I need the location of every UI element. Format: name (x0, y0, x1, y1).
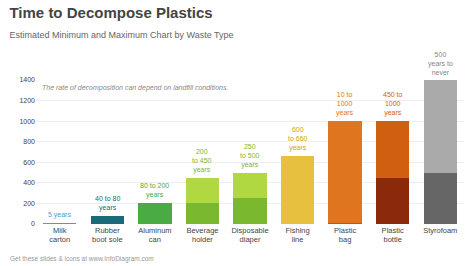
svg-text:Disposablediaper: Disposablediaper (231, 226, 268, 245)
svg-text:500years tonever: 500years tonever (428, 51, 453, 76)
svg-text:0: 0 (31, 220, 35, 227)
svg-text:Milkcarton: Milkcarton (49, 226, 70, 245)
svg-text:200: 200 (23, 200, 35, 207)
svg-text:600: 600 (23, 159, 35, 166)
svg-text:600to 660years: 600to 660years (288, 126, 308, 152)
svg-text:Rubberboot sole: Rubberboot sole (92, 226, 122, 245)
svg-text:40 to 80years: 40 to 80years (95, 195, 120, 212)
svg-text:The rate of decomposition can: The rate of decomposition can depend on … (42, 84, 228, 92)
svg-text:Styrofoam: Styrofoam (423, 226, 457, 235)
svg-text:1400: 1400 (19, 76, 35, 83)
svg-text:250to 500years: 250to 500years (240, 143, 260, 169)
svg-text:80 to 200years: 80 to 200years (140, 182, 169, 199)
svg-text:Plasticbottle: Plasticbottle (382, 226, 404, 245)
svg-text:Plasticbag: Plasticbag (334, 226, 356, 245)
svg-text:Fishingline: Fishingline (285, 226, 309, 245)
svg-text:5 years: 5 years (48, 211, 71, 219)
svg-text:1000: 1000 (19, 118, 35, 125)
svg-text:Aluminumcan: Aluminumcan (138, 226, 171, 245)
svg-text:450 to1000years: 450 to1000years (383, 91, 403, 117)
svg-text:200to 450years: 200to 450years (192, 148, 212, 174)
svg-text:400: 400 (23, 179, 35, 186)
svg-text:Get these slides & icons at ww: Get these slides & icons at www.InfoDiag… (10, 255, 154, 263)
svg-text:10 to1000years: 10 to1000years (336, 91, 354, 117)
svg-text:Beverageholder: Beverageholder (186, 226, 218, 245)
svg-text:Time to Decompose PlasticsEsti: Time to Decompose PlasticsEstimated Mini… (9, 4, 233, 40)
svg-text:800: 800 (23, 138, 35, 145)
svg-text:1200: 1200 (19, 97, 35, 104)
